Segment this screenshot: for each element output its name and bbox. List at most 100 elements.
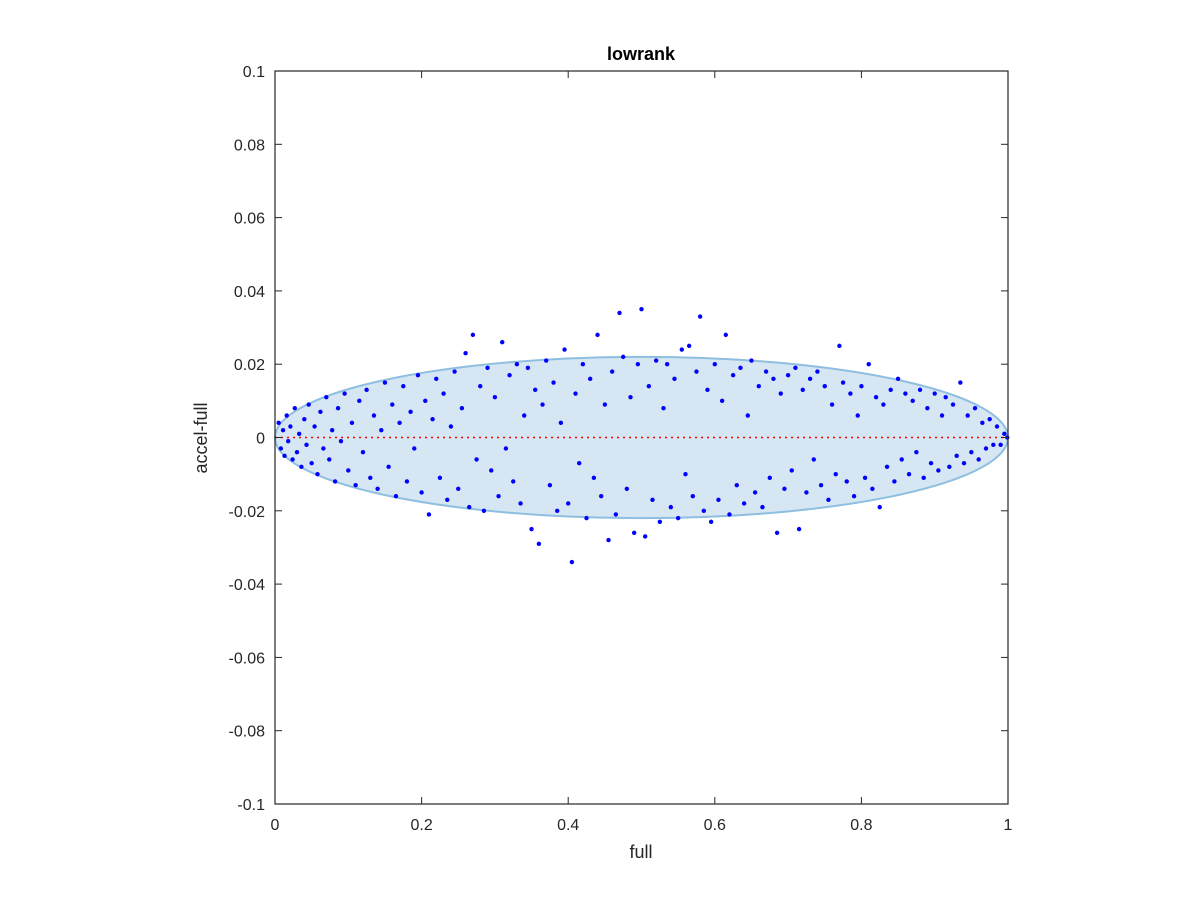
data-point xyxy=(980,420,985,426)
data-point xyxy=(478,383,483,389)
data-point xyxy=(804,490,809,495)
data-point xyxy=(873,394,879,400)
data-point xyxy=(342,391,347,396)
x-tick-label: 0.2 xyxy=(410,817,432,834)
data-point xyxy=(782,486,787,492)
y-tick-label: 0.06 xyxy=(234,211,265,228)
data-point xyxy=(296,431,302,437)
y-tick-label: -0.02 xyxy=(229,504,266,521)
data-point xyxy=(332,479,338,484)
data-point xyxy=(430,416,435,422)
data-point xyxy=(503,446,509,451)
data-point xyxy=(811,457,816,462)
data-point xyxy=(939,413,945,418)
y-tick-label: 0.08 xyxy=(234,137,265,154)
data-point xyxy=(412,446,417,451)
data-point xyxy=(653,358,659,363)
data-point xyxy=(292,405,297,411)
data-point xyxy=(888,387,893,393)
data-point xyxy=(598,493,604,499)
data-point xyxy=(829,402,835,407)
data-point xyxy=(815,369,820,374)
data-point xyxy=(540,402,545,407)
data-point xyxy=(932,391,937,396)
data-point xyxy=(730,372,736,378)
data-point xyxy=(324,394,329,400)
data-point xyxy=(771,376,776,382)
data-point xyxy=(371,413,377,418)
data-point xyxy=(818,482,824,488)
data-point xyxy=(456,486,461,492)
data-point xyxy=(613,512,619,517)
data-point xyxy=(664,362,670,367)
data-point xyxy=(991,442,996,448)
data-point xyxy=(767,475,772,481)
data-point xyxy=(285,438,291,444)
data-point xyxy=(756,383,761,389)
data-point xyxy=(349,420,355,426)
data-point xyxy=(961,460,967,466)
data-point xyxy=(620,354,626,360)
data-point xyxy=(562,347,567,352)
data-point xyxy=(290,457,295,462)
data-point xyxy=(675,515,681,521)
data-point xyxy=(467,504,472,510)
data-point xyxy=(419,490,424,495)
data-point xyxy=(580,362,586,367)
data-point xyxy=(738,365,743,371)
data-point xyxy=(573,391,578,396)
data-point xyxy=(536,541,542,546)
y-tick-label: -0.1 xyxy=(237,797,265,814)
x-tick-label: 1 xyxy=(1004,817,1013,834)
data-point xyxy=(558,420,564,426)
data-point xyxy=(723,332,728,338)
data-point xyxy=(683,471,688,477)
data-point xyxy=(910,398,915,404)
data-point xyxy=(851,493,857,499)
data-point xyxy=(855,413,860,418)
data-point xyxy=(555,508,560,513)
x-tick-label: 0.4 xyxy=(557,817,579,834)
data-point xyxy=(525,365,531,371)
data-point xyxy=(606,537,611,543)
data-point xyxy=(529,526,534,532)
data-point xyxy=(335,405,341,411)
data-point xyxy=(881,402,886,407)
data-point xyxy=(401,383,406,389)
data-point xyxy=(712,362,717,367)
data-point xyxy=(452,369,457,374)
data-point xyxy=(426,512,432,517)
data-point xyxy=(566,501,571,506)
data-point xyxy=(595,332,600,338)
data-point xyxy=(470,332,476,338)
data-point xyxy=(928,460,934,466)
data-point xyxy=(646,383,652,389)
data-point xyxy=(892,479,897,484)
data-point xyxy=(551,380,556,385)
data-point xyxy=(353,482,358,488)
y-tick-label: -0.04 xyxy=(229,577,266,594)
data-point xyxy=(752,490,758,495)
data-point xyxy=(994,424,1000,429)
data-point xyxy=(492,394,498,400)
data-point xyxy=(441,391,446,396)
data-point xyxy=(719,398,725,404)
data-point xyxy=(544,358,549,363)
data-point xyxy=(507,372,512,378)
data-point xyxy=(833,471,838,477)
data-point xyxy=(309,460,314,466)
data-point xyxy=(397,420,402,426)
data-point xyxy=(987,416,992,422)
data-point xyxy=(284,413,289,418)
y-tick-label: 0.1 xyxy=(243,64,265,81)
data-point xyxy=(569,559,575,565)
data-point xyxy=(884,464,890,470)
data-point xyxy=(657,519,663,524)
data-point xyxy=(976,457,981,462)
data-point xyxy=(998,442,1003,448)
data-point xyxy=(903,391,908,396)
data-point xyxy=(859,383,864,389)
data-point xyxy=(697,314,703,319)
data-point xyxy=(983,446,989,451)
data-point xyxy=(386,464,391,470)
